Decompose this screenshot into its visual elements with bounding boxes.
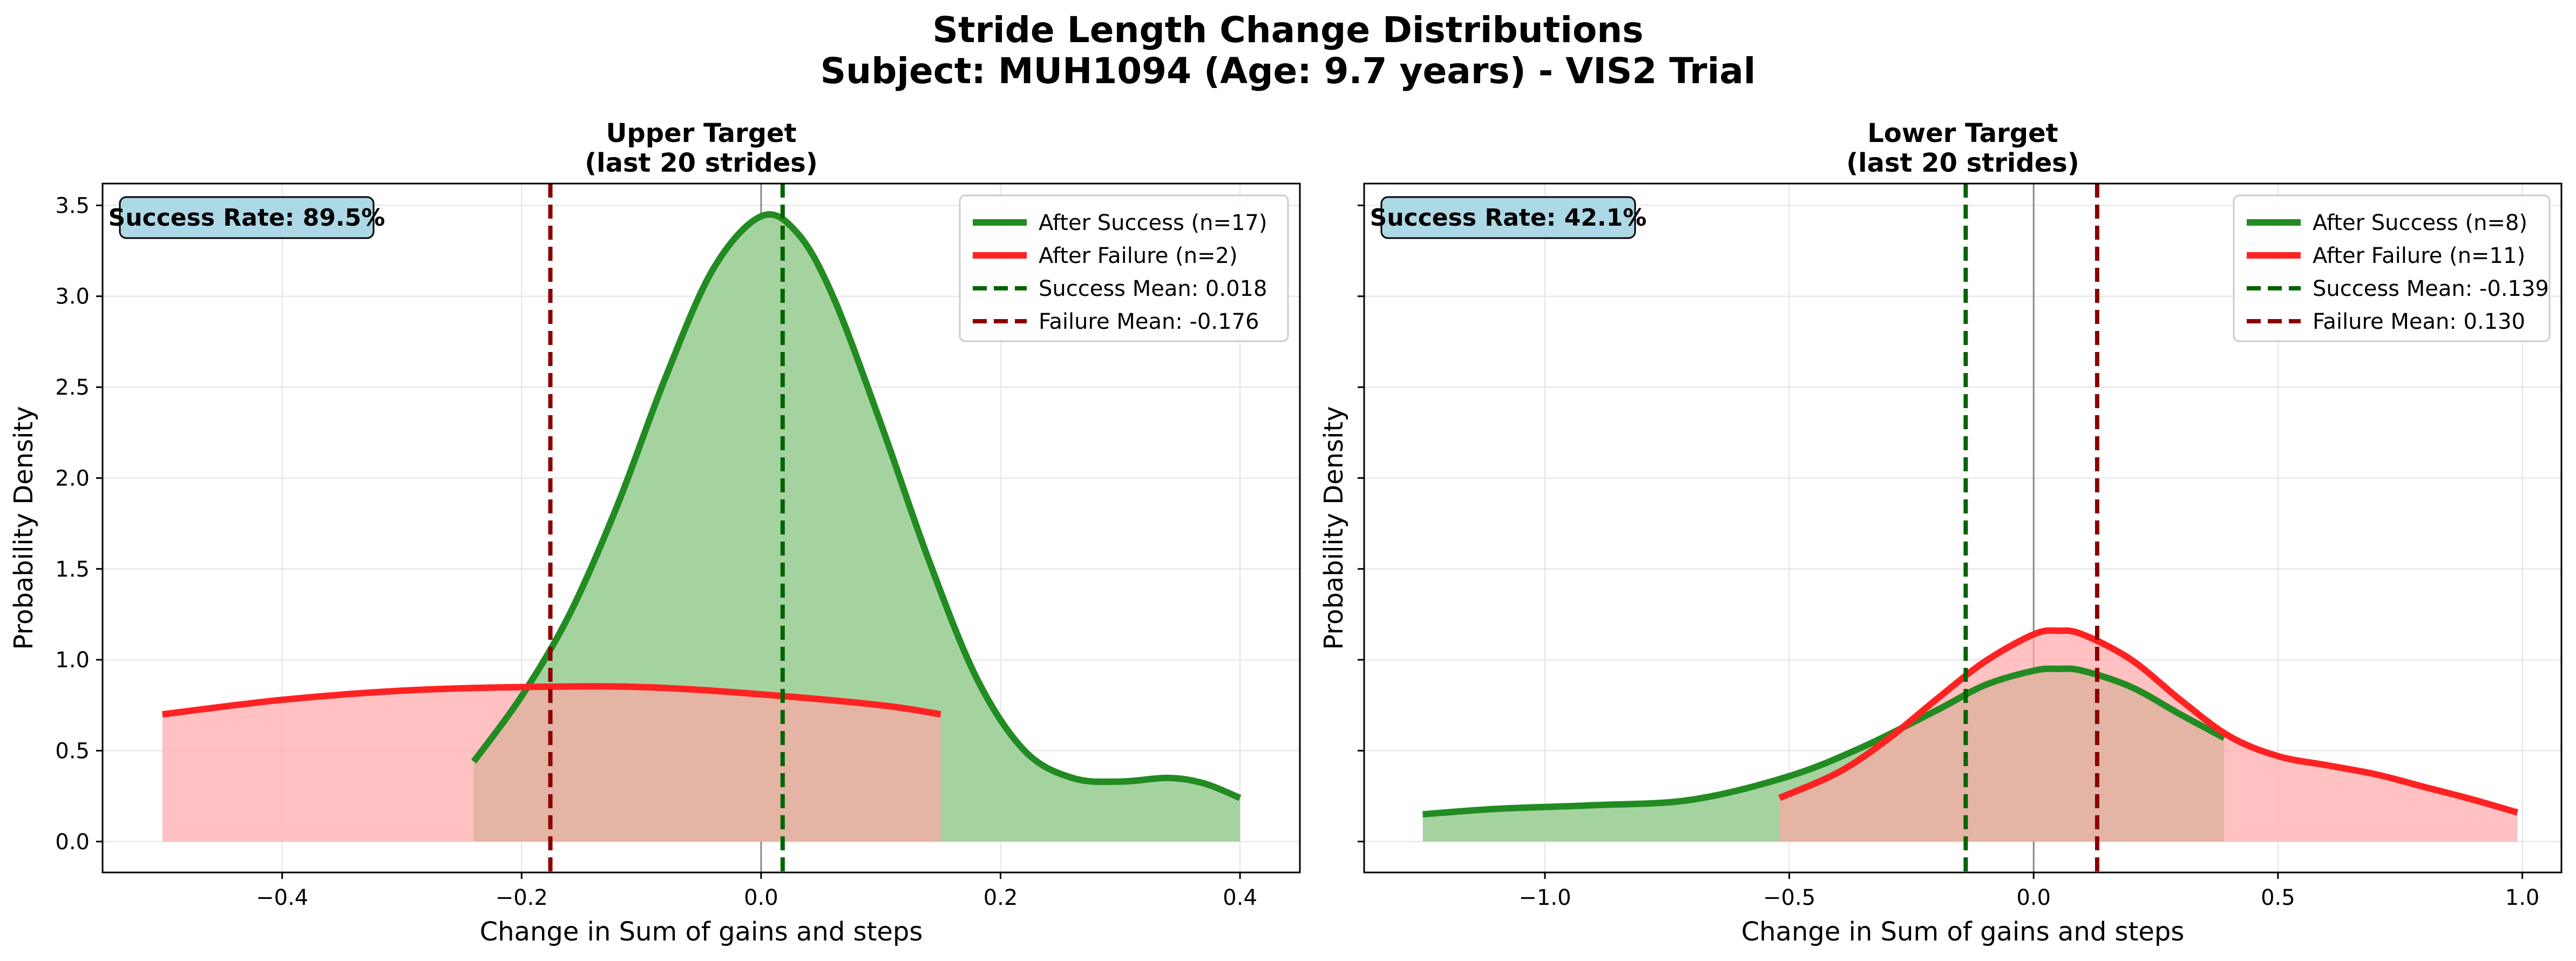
subplot-title-line1: Lower Target: [1867, 118, 2058, 148]
legend-success-curve-label: After Success (n=17): [1039, 211, 1267, 235]
x-tick-label: 0.5: [2261, 885, 2295, 910]
y-axis-label: Probability Density: [9, 406, 39, 649]
success-density-curve: [1422, 665, 2226, 818]
legend: After Success (n=8) After Failure (n=11) S…: [2233, 194, 2551, 342]
x-tick-label: 0.4: [1223, 885, 1257, 910]
y-tick-label: 2.5: [55, 375, 90, 400]
subplot-title-line2: (last 20 strides): [585, 148, 818, 178]
axes-frame: [101, 182, 1301, 874]
plot-area: [1422, 184, 2519, 872]
y-tick-label: 2.0: [55, 466, 90, 491]
figure-title-line2: Subject: MUH1094 (Age: 9.7 years) - VIS2…: [820, 50, 1756, 92]
y-tick-label: 3.0: [55, 285, 90, 309]
success-rate-text: Success Rate: 89.5%: [109, 204, 385, 232]
x-axis-label: Change in Sum of gains and steps: [480, 917, 923, 947]
legend-success-curve-label: After Success (n=8): [2313, 211, 2527, 235]
chart-panel-1: −0.4 −0.2 0.0 0.2 0.4 0.0 0.5 1.0 1.5 2.0 2.5 3.0 3.…: [9, 118, 1301, 947]
legend-failure-curve-label: After Failure (n=11): [2313, 243, 2525, 268]
axes-frame: [1363, 182, 2563, 874]
x-tick-label: −0.2: [496, 885, 548, 910]
y-tick-label: 0.0: [55, 830, 90, 855]
legend-box: [2233, 194, 2551, 342]
figure-title-line1: Stride Length Change Distributions: [932, 9, 1644, 51]
legend-success-mean-label: Success Mean: 0.018: [1039, 276, 1267, 301]
y-axis-label: Probability Density: [1319, 406, 1349, 649]
failure-density-curve: [162, 683, 941, 718]
x-tick-label: −0.4: [256, 885, 308, 910]
failure-density-curve: [1778, 627, 2519, 816]
failure-density-fill: [1779, 630, 2518, 842]
legend-success-mean-label: Success Mean: -0.139: [2313, 276, 2549, 301]
x-tick-label: 0.0: [744, 885, 778, 910]
figure-title: Stride Length Change Distributions Subje…: [0, 10, 2576, 92]
legend-failure-curve-label: After Failure (n=2): [1039, 243, 1238, 268]
success-rate-badge: [119, 196, 375, 239]
x-axis-label: Change in Sum of gains and steps: [1741, 917, 2185, 947]
subplot-title-line1: Upper Target: [606, 118, 796, 148]
y-tick-label: 0.5: [55, 739, 90, 763]
y-tick-label: 1.5: [55, 557, 90, 582]
x-tick-label: −0.5: [1763, 885, 1815, 910]
legend-failure-mean-label: Failure Mean: -0.176: [1039, 309, 1259, 334]
subplot-title-line2: (last 20 strides): [1846, 148, 2079, 178]
legend-failure-mean-label: Failure Mean: 0.130: [2313, 309, 2525, 334]
legend: After Success (n=17) After Failure (n=2) S…: [959, 194, 1289, 342]
legend-box: [959, 194, 1289, 342]
x-tick-label: 1.0: [2505, 885, 2540, 910]
y-tick-label: 1.0: [55, 648, 90, 673]
success-density-fill: [473, 214, 1240, 842]
success-density-curve: [471, 211, 1242, 801]
x-tick-label: −1.0: [1519, 885, 1571, 910]
plot-area: [162, 184, 1242, 872]
x-tick-label: 0.0: [2016, 885, 2051, 910]
success-rate-text: Success Rate: 42.1%: [1370, 204, 1647, 232]
chart-panel-2: −1.0 −0.5 0.0 0.5 1.0 Change in Sum of gains …: [1319, 118, 2563, 947]
y-tick-label: 3.5: [55, 193, 90, 218]
x-tick-label: 0.2: [984, 885, 1018, 910]
success-rate-badge: [1380, 196, 1636, 239]
